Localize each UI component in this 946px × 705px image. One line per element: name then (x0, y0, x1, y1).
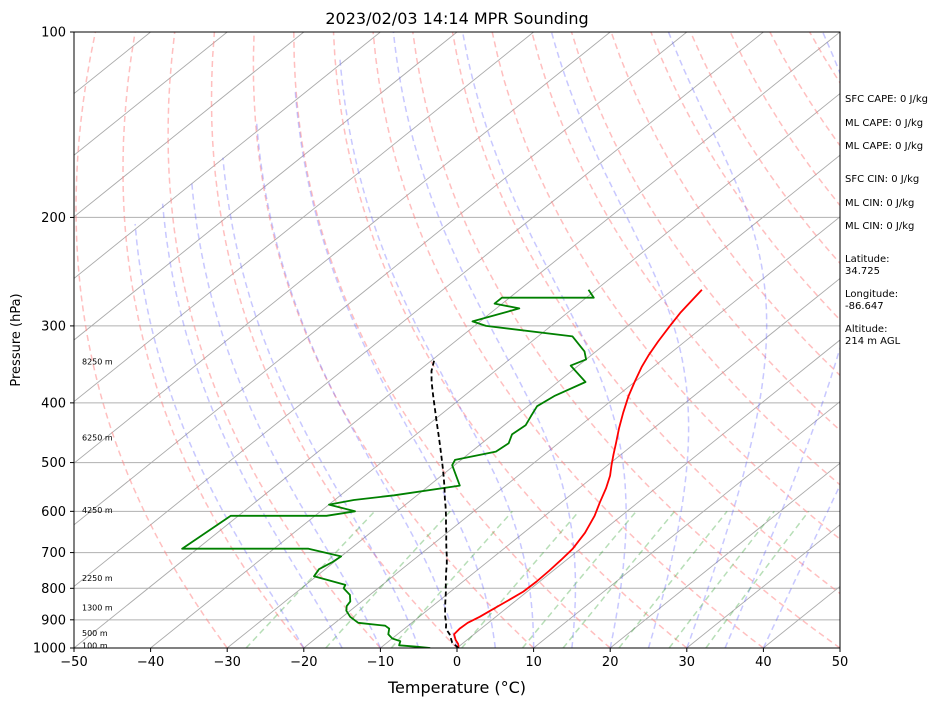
x-tick-label: −40 (137, 655, 164, 670)
parcel-profile-trace (430, 359, 460, 648)
temperature-trace (453, 289, 703, 648)
y-tick-label: 1000 (33, 642, 66, 657)
moist-adiabat-line (724, 32, 840, 648)
isotherm-line (74, 32, 381, 279)
y-tick-label: 800 (41, 582, 66, 597)
x-tick-label: 0 (453, 655, 461, 670)
mixing-ratio-line (245, 510, 376, 648)
dry-adiabat-line (372, 32, 764, 648)
isotherm-line (74, 32, 840, 648)
dry-adiabat-line (929, 32, 946, 648)
y-tick-label: 300 (41, 319, 66, 334)
y-tick-label: 200 (41, 211, 66, 226)
height-label: 100 m (82, 641, 108, 650)
isotherm-line (226, 154, 840, 648)
mixing-ratio-line (705, 510, 810, 648)
mixing-ratio-line (618, 510, 728, 648)
dry-adiabat-line (412, 32, 840, 648)
moist-adiabat-line (550, 32, 690, 648)
ml-cape-text-2: ML CAPE: 0 J/kg (845, 141, 924, 152)
y-tick-label: 700 (41, 546, 66, 561)
isotherm-line (74, 32, 611, 464)
chart-title: 2023/02/03 14:14 MPR Sounding (325, 9, 588, 28)
isotherm-line (533, 401, 840, 648)
dry-adiabat-line (610, 32, 840, 377)
dry-adiabat-line (332, 32, 688, 648)
dry-adiabat-line (122, 32, 305, 648)
height-label: 6250 m (82, 433, 113, 442)
sfc-cape-text: SFC CAPE: 0 J/kg (845, 94, 928, 105)
height-label: 8250 m (82, 358, 113, 367)
moist-adiabat-line (461, 32, 627, 648)
x-tick-label: −50 (60, 655, 87, 670)
background-lines (74, 32, 946, 648)
longitude-text: Longitude: -86.647 (845, 289, 899, 312)
height-label: 4250 m (82, 506, 113, 515)
mixing-ratio-line (390, 510, 513, 648)
height-label: 2250 m (82, 574, 113, 583)
moist-adiabat-line (339, 57, 535, 648)
dry-adiabat-line (252, 32, 535, 648)
isotherm-line (74, 32, 305, 218)
dry-adiabat-line (650, 32, 840, 321)
x-tick-label: 20 (602, 655, 619, 670)
dry-adiabat-line (451, 32, 840, 595)
y-tick-label: 900 (41, 613, 66, 628)
y-axis-label: Pressure (hPa) (9, 293, 24, 386)
mixing-ratio-line (325, 510, 451, 648)
height-labels: 100 m 500 m 1300 m 2250 m 4250 m 6250 m 8250 m (82, 358, 113, 651)
dry-adiabat-line (167, 32, 381, 648)
height-label: 1300 m (82, 604, 113, 613)
x-tick-label: 30 (679, 655, 696, 670)
x-tick-label: 50 (832, 655, 849, 670)
isotherm-line (74, 32, 228, 156)
x-tick-label: −20 (290, 655, 317, 670)
ml-cin-text: ML CIN: 0 J/kg (845, 198, 915, 209)
y-axis-ticks: 100 200 300 400 500 600 700 800 900 1000 (33, 26, 74, 657)
isotherm-line (456, 339, 840, 648)
latitude-text: Latitude: 34.725 (845, 254, 890, 277)
ml-cape-text: ML CAPE: 0 J/kg (845, 118, 924, 129)
y-tick-label: 100 (41, 26, 66, 41)
mixing-ratio-line (521, 510, 637, 648)
isotherm-line (686, 524, 840, 648)
y-tick-label: 600 (41, 505, 66, 520)
moist-adiabat-line (190, 181, 382, 648)
ml-cin-text-2: ML CIN: 0 J/kg (845, 221, 915, 232)
altitude-text: Altitude: 214 m AGL (845, 324, 901, 347)
x-axis-label: Temperature (°C) (387, 678, 526, 697)
x-tick-label: 10 (525, 655, 542, 670)
moist-adiabat-line (161, 203, 343, 648)
dry-adiabat-line (293, 32, 611, 648)
height-label: 500 m (82, 629, 108, 638)
moist-adiabat-line (134, 223, 305, 648)
moist-adiabat-line (667, 32, 768, 648)
isotherm-line (609, 462, 840, 648)
moist-adiabat-line (294, 91, 497, 648)
isotherm-line (303, 216, 840, 648)
y-tick-label: 400 (41, 396, 66, 411)
dewpoint-trace (181, 289, 595, 648)
moist-adiabat-line (255, 121, 458, 648)
moist-adiabat-line (392, 32, 577, 648)
x-tick-label: 40 (755, 655, 772, 670)
isotherm-line (74, 32, 534, 403)
mixing-ratio-line (562, 510, 676, 648)
mixing-ratio-line (461, 510, 580, 648)
sounding-traces (181, 289, 703, 648)
x-tick-label: −30 (213, 655, 240, 670)
dry-adiabat-line (75, 32, 228, 648)
isotherm-line (74, 32, 458, 341)
isotherm-line (380, 277, 840, 648)
x-axis-ticks: −50 −40 −30 −20 −10 0 10 20 30 40 50 (60, 648, 848, 670)
y-tick-label: 500 (41, 456, 66, 471)
isotherm-line (150, 93, 840, 648)
x-tick-label: −10 (367, 655, 394, 670)
sfc-cin-text: SFC CIN: 0 J/kg (845, 174, 920, 185)
isotherm-line (74, 32, 764, 587)
isotherm-line (74, 32, 688, 526)
dry-adiabat-line (570, 32, 840, 432)
mixing-ratio-line (668, 510, 775, 648)
